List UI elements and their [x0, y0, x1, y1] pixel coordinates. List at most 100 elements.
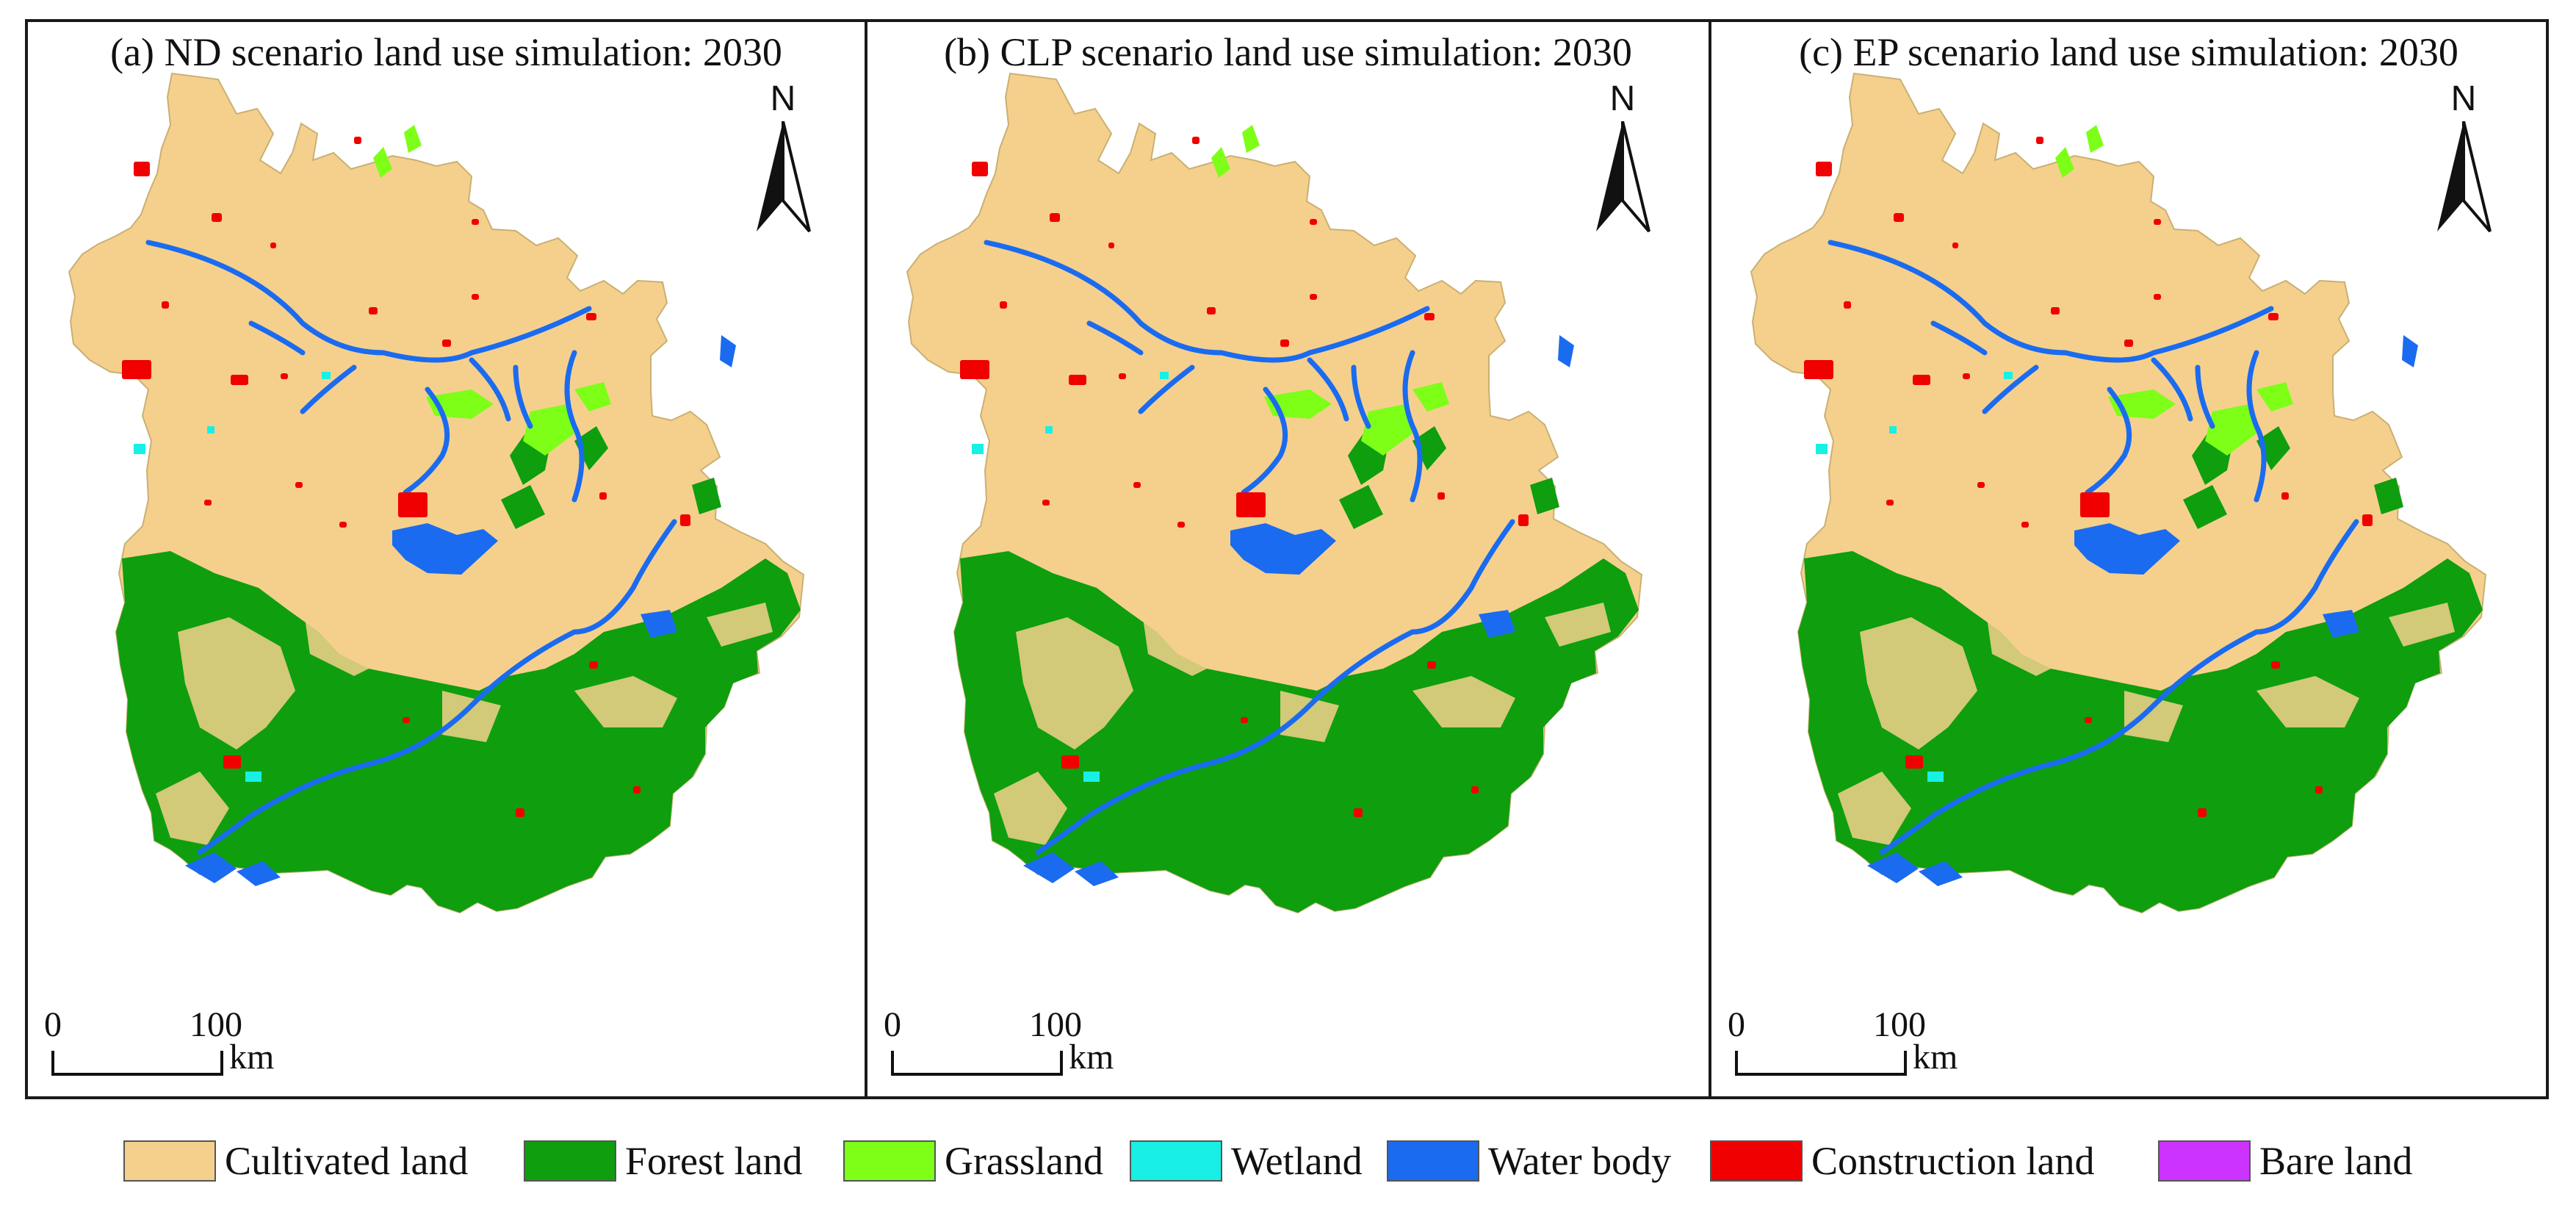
patch-cultivated-land — [178, 617, 295, 749]
patch-construction-land — [2085, 717, 2092, 723]
river-water-body — [1086, 320, 1144, 356]
lake-water-body — [2323, 610, 2359, 638]
lake-water-body — [2074, 523, 2180, 575]
scale-start-label: 0 — [44, 1005, 62, 1044]
patch-construction-land — [442, 339, 451, 347]
patch-construction-land — [1952, 242, 1958, 248]
patch-construction-land — [589, 661, 598, 669]
patch-construction-land — [2021, 522, 2029, 528]
river-water-body — [1828, 240, 2274, 363]
patch-forest-land — [501, 485, 545, 529]
patch-construction-land — [1280, 339, 1289, 347]
patch-construction-land — [1905, 755, 1923, 769]
patch-construction-land — [1069, 375, 1086, 385]
scale-end-label: 100 — [1029, 1005, 1082, 1044]
patch-forest-land — [1339, 485, 1383, 529]
patch-construction-land — [1177, 522, 1185, 528]
scale-end-label: 100 — [1873, 1005, 1926, 1044]
patch-wetland — [245, 772, 261, 782]
patch-construction-land — [1050, 213, 1060, 222]
patch-grassland — [2086, 125, 2104, 153]
patch-construction-land — [369, 307, 378, 314]
patch-construction-land — [1042, 500, 1050, 506]
patch-cultivated-land — [2389, 603, 2455, 647]
river-water-body — [1138, 364, 1195, 414]
patch-construction-land — [162, 301, 169, 309]
patch-cultivated-land — [1545, 603, 1611, 647]
lake-water-body — [720, 335, 736, 367]
patch-construction-land — [1804, 360, 1833, 379]
patch-construction-land — [1192, 137, 1199, 144]
panel-title: (a) ND scenario land use simulation: 203… — [110, 30, 782, 74]
patch-construction-land — [472, 219, 479, 225]
patch-cultivated-land — [303, 603, 398, 676]
patch-construction-land — [2124, 339, 2133, 347]
legend-label: Water body — [1488, 1139, 1672, 1183]
panel-a: (a) ND scenario land use simulation: 203… — [28, 22, 865, 1096]
legend-label: Wetland — [1231, 1139, 1363, 1183]
river-water-body — [1307, 357, 1349, 422]
patch-construction-land — [1913, 375, 1930, 385]
river-water-body — [469, 357, 511, 422]
patch-construction-land — [633, 786, 641, 794]
patch-wetland — [2004, 372, 2013, 379]
patch-forest-land — [574, 426, 608, 470]
patch-grassland — [404, 125, 422, 153]
panel-title: (c) EP scenario land use simulation: 203… — [1799, 30, 2458, 74]
north-arrow: N — [2434, 81, 2493, 235]
legend-label: Grassland — [945, 1139, 1103, 1183]
patch-grassland — [1413, 382, 1449, 411]
patch-construction-land — [1061, 755, 1079, 769]
wetland-swatch — [1130, 1140, 1222, 1182]
patch-forest-land — [2256, 426, 2290, 470]
patch-construction-land — [516, 808, 524, 817]
patch-construction-land — [1108, 242, 1114, 248]
scale-unit-label: km — [1069, 1038, 1114, 1076]
grassland-swatch — [843, 1140, 936, 1182]
river-water-body — [145, 240, 592, 363]
lake-water-body — [1230, 523, 1336, 575]
patch-grassland — [574, 382, 611, 411]
panel-divider — [865, 19, 867, 1099]
patch-cultivated-land — [1413, 676, 1515, 727]
patch-construction-land — [1844, 301, 1851, 309]
scale-bar: 0 100 km — [1728, 1007, 2021, 1087]
river-water-body — [197, 519, 677, 855]
patch-wetland — [134, 444, 145, 454]
river-water-body — [2246, 350, 2267, 503]
patch-wetland — [1816, 444, 1828, 454]
patch-construction-land — [1241, 717, 1248, 723]
patch-grassland — [2256, 382, 2293, 411]
land-use-map — [906, 72, 1643, 914]
scale-bar-line — [51, 1051, 223, 1076]
patch-cultivated-land — [1860, 617, 1977, 749]
patch-wetland — [322, 372, 331, 379]
patch-construction-land — [1000, 301, 1007, 309]
scale-bar-line — [1735, 1051, 1907, 1076]
patch-forest-land — [2183, 485, 2227, 529]
patch-construction-land — [1427, 661, 1436, 669]
scale-bar-line — [891, 1051, 1063, 1076]
north-arrow-icon — [2437, 121, 2492, 233]
construction-land-swatch — [1710, 1140, 1803, 1182]
patch-cultivated-land — [1141, 603, 1236, 676]
lake-water-body — [392, 523, 498, 575]
patch-construction-land — [2154, 219, 2161, 225]
patch-construction-land — [2362, 514, 2373, 526]
land-use-map — [68, 72, 805, 914]
patch-construction-land — [1518, 514, 1529, 526]
patch-cultivated-land — [994, 772, 1067, 845]
river-water-body — [248, 320, 306, 356]
cultivated-land-swatch — [123, 1140, 216, 1182]
forest-land-swatch — [524, 1140, 616, 1182]
scale-end-label: 100 — [190, 1005, 242, 1044]
patch-forest-land — [1413, 426, 1446, 470]
bare-land-swatch — [2158, 1140, 2251, 1182]
patch-construction-land — [1437, 492, 1445, 500]
patch-construction-land — [1119, 373, 1126, 379]
patch-cultivated-land — [1985, 603, 2080, 676]
river-water-body — [403, 387, 450, 495]
patch-forest-land — [692, 478, 721, 514]
north-arrow: N — [1593, 81, 1652, 235]
